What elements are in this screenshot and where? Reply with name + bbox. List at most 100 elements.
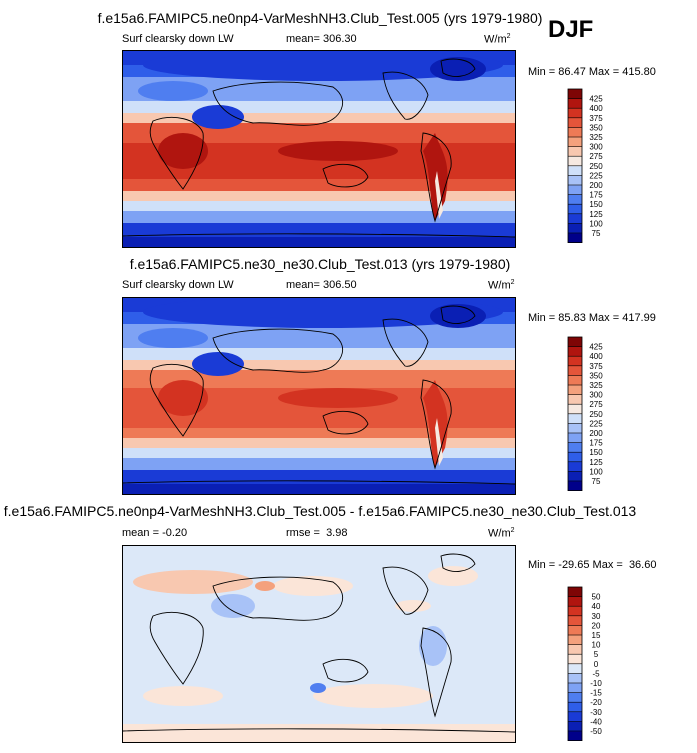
panel3-colorbar: -50 -40 -30 -20 -15 -10 -5 0 5 10 15 20 30 40 50: [567, 586, 618, 743]
colorbar-tick-label: 300: [589, 143, 603, 152]
panel2-units-text: W/m: [488, 279, 511, 292]
panel2-max-label: Max =: [588, 312, 620, 324]
panel1-minmax: Min = 86.47 Max = 415.80: [528, 66, 656, 78]
panel1-max-value: 415.80: [622, 66, 656, 78]
colorbar-segment: [568, 337, 582, 347]
panel3-mean-value: -0.20: [162, 527, 188, 539]
colorbar-tick-label: 125: [589, 210, 603, 219]
colorbar-tick-label: 125: [589, 458, 603, 467]
colorbar-tick-label: 275: [589, 400, 603, 409]
colorbar-segment: [568, 452, 582, 463]
colorbar-tick-label: 375: [589, 114, 603, 123]
colorbar-segment: [568, 692, 582, 703]
panel3-min-label: Min =: [528, 559, 556, 571]
colorbar-segment: [568, 156, 582, 167]
colorbar-tick-label: -10: [590, 679, 602, 688]
colorbar-tick-label: -30: [590, 708, 602, 717]
colorbar-segment: [568, 137, 582, 147]
colorbar-segment: [568, 625, 582, 636]
panel3-rmse-value: 3.98: [326, 527, 348, 539]
panel2-colorbar-svg: 7510012515017520022525027530032535037540…: [567, 336, 603, 492]
colorbar-tick-label: 5: [594, 650, 599, 659]
colorbar-segment: [568, 385, 582, 395]
panel3-rmse-label: rmse =: [286, 527, 320, 539]
colorbar-tick-label: 250: [589, 162, 603, 171]
season-label: DJF: [548, 16, 594, 43]
colorbar-tick-label: 15: [592, 631, 601, 640]
colorbar-tick-label: 30: [592, 612, 601, 621]
panel2-min-value: 85.83: [558, 312, 586, 324]
panel1-units-text: W/m: [484, 33, 507, 46]
colorbar-tick-label: 400: [589, 352, 603, 361]
colorbar-tick-label: 350: [589, 371, 603, 380]
colorbar-segment: [568, 413, 582, 424]
panel3-map-svg: [123, 546, 515, 742]
colorbar-segment: [568, 223, 582, 234]
colorbar-segment: [568, 654, 582, 665]
panel3-units-text: W/m: [488, 527, 511, 540]
colorbar-tick-label: 300: [589, 391, 603, 400]
panel1-units-exp: 2: [506, 33, 511, 40]
colorbar-tick-label: 20: [592, 621, 601, 630]
colorbar-tick-label: 0: [594, 660, 599, 669]
colorbar-segment: [568, 165, 582, 176]
panel1-mean: mean= 306.30: [286, 33, 357, 45]
colorbar-segment: [568, 433, 582, 443]
colorbar-segment: [568, 663, 582, 674]
colorbar-segment: [568, 375, 582, 386]
colorbar-segment: [568, 127, 582, 138]
panel1-map: [122, 50, 516, 248]
panel2-max-value: 417.99: [622, 312, 656, 324]
panel1-max-label: Max =: [588, 66, 620, 78]
colorbar-tick-label: 100: [589, 219, 603, 228]
panel3-map: [122, 545, 516, 743]
colorbar-tick-label: 275: [589, 152, 603, 161]
colorbar-tick-label: 200: [589, 429, 603, 438]
colorbar-tick-label: 325: [589, 381, 603, 390]
colorbar-segment: [568, 683, 582, 693]
panel2-mean: mean= 306.50: [286, 279, 357, 291]
colorbar-segment: [568, 442, 582, 453]
colorbar-segment: [568, 587, 582, 597]
colorbar-segment: [568, 711, 582, 722]
colorbar-tick-label: 250: [589, 410, 603, 419]
colorbar-segment: [568, 89, 582, 99]
colorbar-segment: [568, 481, 582, 491]
colorbar-tick-label: -40: [590, 717, 602, 726]
colorbar-segment: [568, 98, 582, 109]
colorbar-segment: [568, 731, 582, 741]
panel2-min-label: Min =: [528, 312, 556, 324]
colorbar-segment: [568, 404, 582, 415]
panel2-variable: Surf clearsky down LW: [122, 279, 234, 291]
panel3-units: W/m2: [488, 527, 515, 540]
panel2-mean-label: mean=: [286, 279, 320, 291]
colorbar-tick-label: 375: [589, 362, 603, 371]
colorbar-segment: [568, 175, 582, 186]
colorbar-tick-label: 150: [589, 448, 603, 457]
panel1-title: f.e15a6.FAMIPC5.ne0np4-VarMeshNH3.Club_T…: [97, 10, 543, 26]
colorbar-segment: [568, 146, 582, 157]
colorbar-tick-label: 200: [589, 181, 603, 190]
colorbar-tick-label: -50: [590, 727, 602, 736]
panel3-min-value: -29.65: [558, 559, 590, 571]
colorbar-tick-label: 50: [592, 593, 601, 602]
colorbar-segment: [568, 721, 582, 732]
colorbar-tick-label: -20: [590, 698, 602, 707]
panel1-variable: Surf clearsky down LW: [122, 33, 234, 45]
colorbar-segment: [568, 233, 582, 243]
colorbar-tick-label: 425: [589, 95, 603, 104]
panel3-max-value: 36.60: [628, 559, 657, 571]
panel3-units-exp: 2: [510, 527, 515, 534]
panel2-map-svg: [123, 298, 515, 494]
panel2-colorbar: 75 100 125 150 175 200 225 250 275 300 325 350 375 40…: [567, 336, 618, 493]
panel1-units: W/m2: [484, 33, 511, 46]
colorbar-tick-label: 350: [589, 123, 603, 132]
colorbar-segment: [568, 194, 582, 205]
colorbar-segment: [568, 185, 582, 195]
panel2-units-exp: 2: [510, 279, 515, 286]
panel3-mean: mean = -0.20: [122, 527, 187, 539]
panel1-mean-label: mean=: [286, 33, 320, 45]
panel2-minmax: Min = 85.83 Max = 417.99: [528, 312, 656, 324]
panel3-mean-label: mean =: [122, 527, 159, 539]
colorbar-segment: [568, 108, 582, 119]
